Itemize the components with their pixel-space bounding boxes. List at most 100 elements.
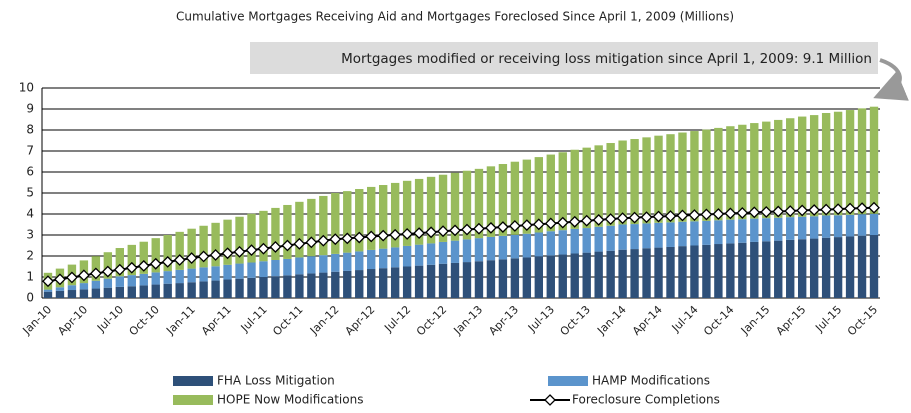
bar xyxy=(474,238,484,262)
bar xyxy=(390,182,400,248)
bar xyxy=(618,140,627,225)
bar xyxy=(690,221,699,246)
bar xyxy=(55,287,65,291)
legend-label: HOPE Now Modifications xyxy=(217,393,363,407)
line-marker xyxy=(520,219,533,232)
line-marker xyxy=(305,236,318,249)
bar xyxy=(175,283,184,298)
line-marker xyxy=(676,209,689,222)
bar xyxy=(654,222,663,248)
x-tick-label: Jul-13 xyxy=(525,303,557,335)
line-marker xyxy=(604,213,617,225)
x-tick-label: Jul-14 xyxy=(669,303,701,335)
annotation: Mortgages modified or receiving loss mit… xyxy=(341,51,872,67)
bar xyxy=(259,210,268,262)
bar xyxy=(79,289,89,298)
bar xyxy=(438,241,448,264)
bar xyxy=(414,265,424,298)
bar xyxy=(355,189,364,252)
bar xyxy=(654,247,663,298)
bar xyxy=(797,216,807,240)
line-marker xyxy=(245,244,258,257)
bar xyxy=(450,262,460,298)
bar xyxy=(642,248,651,298)
legend-label: Foreclosure Completions xyxy=(572,393,720,407)
y-tick-label: 9 xyxy=(26,102,34,116)
line-marker xyxy=(449,224,461,237)
line-marker xyxy=(592,213,605,226)
annotation-arrow xyxy=(873,58,909,101)
x-tick-label: Apr-15 xyxy=(774,303,809,338)
line-marker xyxy=(856,202,868,215)
line-marker xyxy=(269,241,282,253)
bar xyxy=(175,231,184,270)
bar xyxy=(630,224,639,250)
line-marker xyxy=(293,237,306,250)
line-marker xyxy=(461,223,473,236)
bar xyxy=(367,269,376,298)
bar xyxy=(522,159,532,234)
line-marker xyxy=(556,216,569,229)
bar xyxy=(331,271,340,298)
bar xyxy=(378,268,388,298)
bar xyxy=(307,198,316,257)
bar xyxy=(355,270,364,298)
bar xyxy=(582,252,591,298)
bar xyxy=(809,238,819,298)
bar xyxy=(390,267,400,298)
bar xyxy=(522,233,532,258)
bar xyxy=(738,124,747,220)
bar xyxy=(869,213,879,235)
bar xyxy=(283,204,292,259)
bar xyxy=(367,249,376,270)
bar xyxy=(774,240,783,298)
bar xyxy=(151,272,160,285)
line-marker xyxy=(54,273,66,286)
bar xyxy=(857,214,867,236)
line-marker xyxy=(664,210,677,223)
bar xyxy=(845,236,855,298)
bar xyxy=(295,257,304,275)
bar xyxy=(163,283,172,298)
bar xyxy=(558,152,567,231)
line-marker xyxy=(640,211,653,224)
bar xyxy=(223,219,232,265)
bar xyxy=(857,108,867,215)
bar xyxy=(103,252,113,279)
bar xyxy=(438,174,448,242)
bar xyxy=(726,243,735,298)
bar xyxy=(319,255,328,273)
bar xyxy=(762,218,771,242)
bar xyxy=(474,261,484,298)
bar xyxy=(750,218,759,242)
y-tick-label: 0 xyxy=(26,291,34,305)
line-marker xyxy=(712,208,725,220)
bar xyxy=(534,232,544,257)
bar xyxy=(414,178,424,245)
bar xyxy=(91,280,101,289)
bar xyxy=(450,240,460,263)
bar xyxy=(738,219,747,243)
bar xyxy=(774,119,783,218)
bar xyxy=(438,263,448,298)
bar xyxy=(786,118,795,218)
line-marker xyxy=(736,207,749,219)
bar xyxy=(271,276,280,298)
bar xyxy=(151,238,160,273)
x-tick-label: Jul-10 xyxy=(94,303,126,335)
line-marker xyxy=(628,211,641,224)
bar xyxy=(666,222,675,247)
x-tick-label: Oct-11 xyxy=(270,303,305,338)
x-tick-label: Apr-13 xyxy=(486,303,521,338)
bar xyxy=(654,135,663,223)
bar xyxy=(283,275,292,298)
bar xyxy=(690,131,699,222)
x-tick-label: Jan-12 xyxy=(307,303,342,338)
line-marker xyxy=(425,226,437,239)
line-marker xyxy=(341,232,354,245)
bar xyxy=(618,249,627,298)
line-marker xyxy=(66,271,78,284)
bar xyxy=(726,126,735,220)
line-marker xyxy=(389,228,402,241)
line-marker xyxy=(832,203,845,216)
